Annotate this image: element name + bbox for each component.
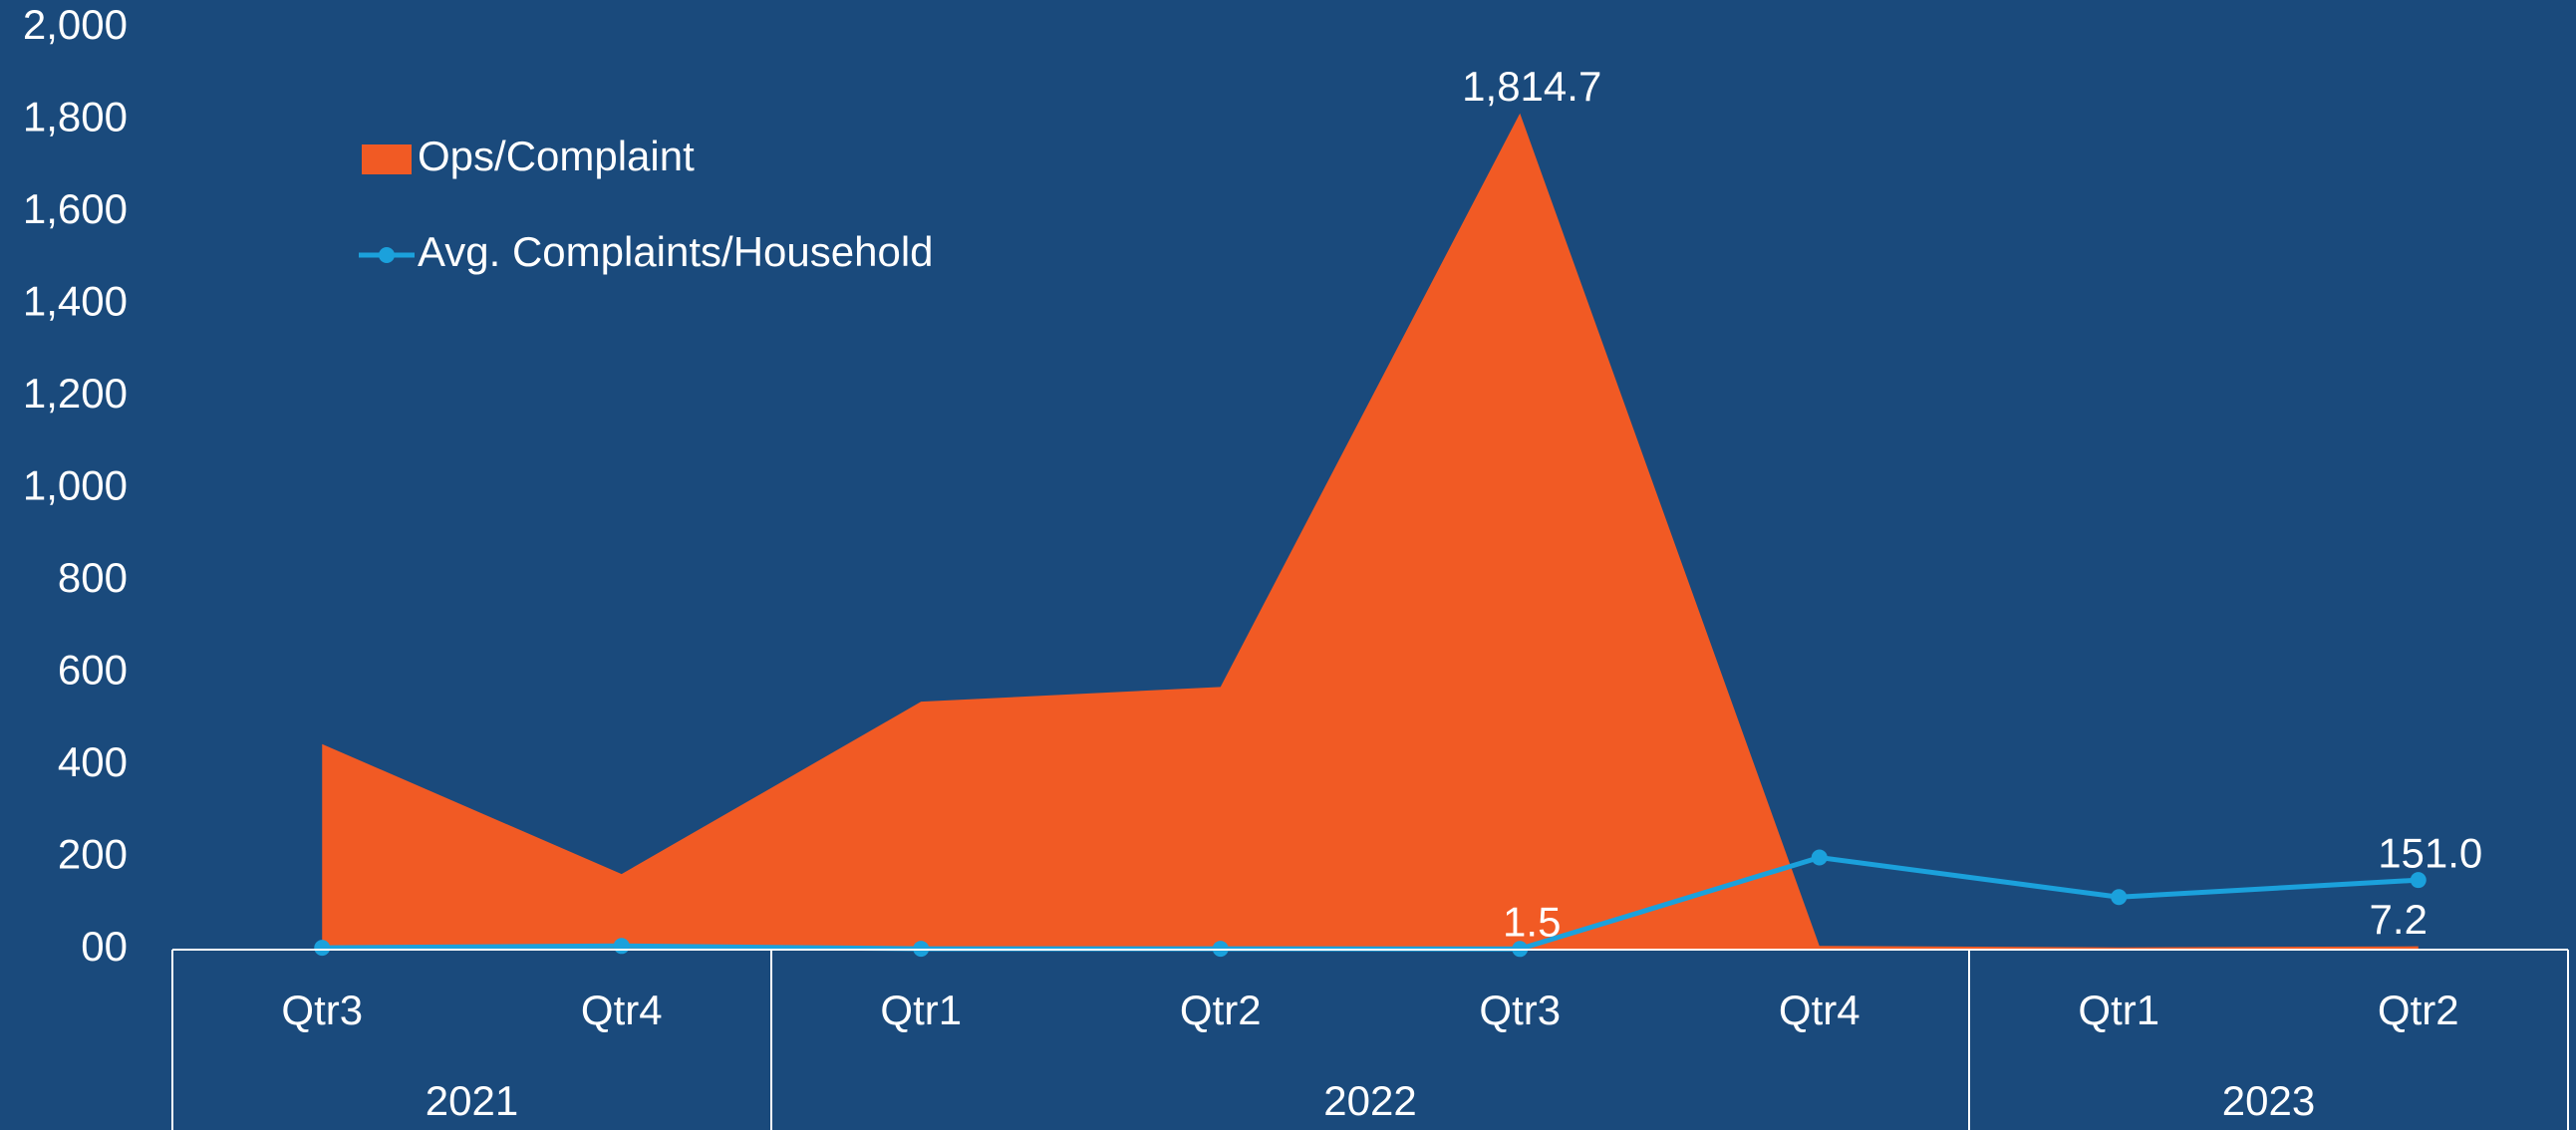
point	[2111, 889, 2128, 906]
legend-swatch	[362, 144, 412, 174]
y-tick-label: 2,000	[23, 1, 128, 48]
x-tick-label: Qtr3	[1479, 987, 1561, 1033]
y-tick-label: 00	[81, 923, 128, 970]
point	[314, 940, 331, 957]
data-label: 1.5	[1503, 898, 1561, 945]
point	[613, 938, 630, 955]
data-label: 151.0	[2378, 829, 2482, 876]
x-tick-label: Qtr4	[581, 987, 663, 1033]
y-tick-label: 600	[58, 647, 128, 694]
x-tick-label: Qtr1	[2078, 987, 2159, 1033]
y-tick-label: 200	[58, 831, 128, 878]
x-tick-label: Qtr3	[281, 987, 363, 1033]
point	[1811, 849, 1828, 866]
group-label: 2021	[426, 1077, 518, 1124]
data-label: 7.2	[2370, 896, 2428, 943]
legend-swatch	[379, 247, 395, 263]
y-tick-label: 1,200	[23, 370, 128, 417]
y-tick-label: 800	[58, 554, 128, 601]
x-tick-label: Qtr1	[880, 987, 962, 1033]
data-label: 1,814.7	[1462, 63, 1601, 110]
legend-label: Avg. Complaints/Household	[418, 228, 934, 275]
group-label: 2023	[2222, 1077, 2315, 1124]
y-tick-label: 1,600	[23, 185, 128, 232]
point	[2410, 872, 2427, 889]
x-tick-label: Qtr2	[2378, 987, 2459, 1033]
legend-label: Ops/Complaint	[418, 133, 695, 179]
x-tick-label: Qtr2	[1180, 987, 1262, 1033]
y-tick-label: 400	[58, 738, 128, 785]
group-label: 2022	[1323, 1077, 1416, 1124]
y-tick-label: 1,800	[23, 94, 128, 141]
y-tick-label: 1,000	[23, 462, 128, 509]
y-tick-label: 1,400	[23, 278, 128, 325]
area	[322, 113, 2419, 951]
x-tick-label: Qtr4	[1779, 987, 1860, 1033]
